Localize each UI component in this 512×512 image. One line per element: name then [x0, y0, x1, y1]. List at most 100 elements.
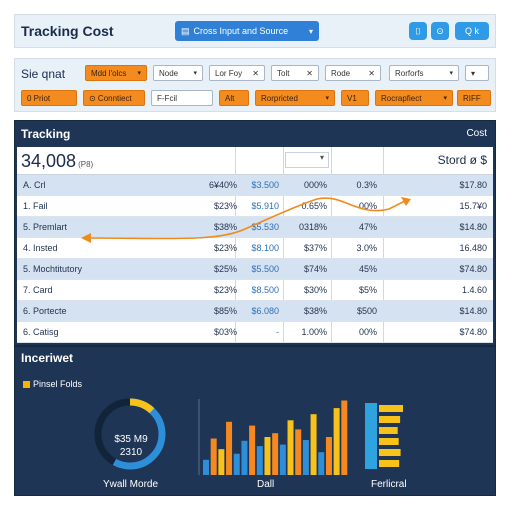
filter-chip-4[interactable]: Tolt ✕ [271, 65, 319, 81]
more-filters-button[interactable]: ▾ [465, 65, 489, 81]
row-value: 000% [303, 180, 327, 190]
row-name: 5. Premlart [23, 222, 68, 232]
field-input-value: F-Fcil [157, 93, 177, 103]
bar [233, 453, 240, 475]
v1-button[interactable]: V1 [341, 90, 369, 106]
table-row[interactable]: A. Crl 6¥40% $3.500 000% 0.3% $17.80 [17, 175, 493, 196]
row-value: $38% [213, 222, 237, 232]
filter-chip-3[interactable]: Lor Foy ✕ [209, 65, 265, 81]
search-button[interactable]: Q k [455, 22, 489, 40]
row-name: 6. Catisg [23, 327, 59, 337]
row-value: $74.80 [459, 264, 487, 274]
horizontal-bar-chart [365, 403, 403, 469]
trend-overlay [81, 197, 411, 243]
column-divider [383, 147, 384, 343]
bar [279, 444, 286, 475]
filter-chip-6[interactable]: Rorforfs ▾ [389, 65, 459, 81]
table-row[interactable]: 1. Fail $23% $5.910 0.65% 00% 15.7¥0 [17, 196, 493, 217]
horizontal-bar [379, 416, 401, 423]
file-icon: ▤ [181, 25, 190, 36]
connect-button[interactable]: ⊙ Conntiect [83, 90, 145, 106]
row-name: 6. Portecte [23, 306, 67, 316]
chevron-down-icon: ▾ [137, 70, 141, 77]
table-title: Tracking [21, 127, 71, 141]
bar [325, 437, 332, 475]
table-row[interactable]: 5. Mochtitutory $25% $5.500 $74% 45% $74.80 [17, 259, 493, 280]
chevron-down-icon: ▾ [449, 70, 453, 77]
chevron-down-icon: ▾ [443, 95, 447, 102]
bookmark-button[interactable]: ⌷ [409, 22, 427, 40]
bar [287, 420, 294, 475]
bar [302, 440, 309, 475]
refresh-button[interactable]: ⊙ [431, 22, 449, 40]
riff-button[interactable]: RIFF [457, 90, 491, 106]
row-value: $85% [213, 306, 237, 316]
row-value: 16.480 [459, 243, 487, 253]
page-title: Tracking Cost [21, 23, 114, 39]
project-select[interactable]: Rocrapfiect ▾ [375, 90, 453, 106]
legend-swatch [23, 380, 30, 388]
horizontal-bar [379, 405, 403, 412]
table-row[interactable]: 4. Insted $23% $8.100 $37% 3.0% 16.480 [17, 238, 493, 259]
row-value: $74.80 [459, 327, 487, 337]
alt-button-label: Alt [225, 93, 235, 103]
horizontal-bar [379, 427, 398, 434]
table-row[interactable]: 6. Portecte $85% $6.080 $38% $500 $14.80 [17, 301, 493, 322]
row-value: 45% [358, 264, 377, 274]
table-summary-row: 34,008 (P8) ▾ Stord ø $ [17, 147, 493, 175]
close-icon[interactable]: ✕ [252, 68, 259, 78]
field-input[interactable]: F-Fcil [151, 90, 213, 106]
filter-chip-5[interactable]: Rode ✕ [325, 65, 381, 81]
row-value: 0318% [298, 222, 327, 232]
horizontal-bar [379, 449, 401, 456]
close-icon[interactable]: ✕ [306, 68, 313, 78]
filter-chip-2[interactable]: Node ▾ [153, 65, 203, 81]
table-row[interactable]: 7. Card $23% $8.500 $30% $5% 1.4.60 [17, 280, 493, 301]
tracking-table-panel: Tracking Cost 34,008 (P8) ▾ Stord ø $ A. … [14, 120, 496, 346]
bar [264, 437, 271, 475]
trend-line [86, 197, 406, 240]
insight-dashboard: Inceriwet Pinsel Folds $35 M9 2310 Ywall… [14, 346, 496, 496]
row-value: $37% [303, 243, 327, 253]
row-value: $38% [303, 306, 327, 316]
row-value: - [276, 327, 279, 337]
chevron-down-icon: ▾ [471, 68, 476, 78]
bar [210, 438, 217, 475]
donut-caption: Ywall Morde [103, 479, 159, 490]
row-value: 1.4.60 [461, 285, 487, 295]
restricted-select[interactable]: Rorpricted ▾ [255, 90, 335, 106]
filter-panel: Sie qnat Mdd l'olcs ▾ Node ▾ Lor Foy ✕ Tolt… [14, 58, 496, 112]
bar-base [365, 403, 377, 469]
row-value: $3.500 [251, 180, 279, 190]
row-value: 3.0% [356, 243, 377, 253]
row-name: 7. Card [23, 285, 53, 295]
bookmark-icon: ⌷ [415, 25, 421, 36]
total-value: 34,008 (P8) [21, 151, 93, 172]
alt-button[interactable]: Alt [219, 90, 249, 106]
donut-chart [94, 398, 166, 470]
bar [226, 421, 233, 475]
row-name: 4. Insted [23, 243, 58, 253]
close-icon[interactable]: ✕ [368, 68, 375, 78]
row-value: $5.500 [251, 264, 279, 274]
row-name: 1. Fail [23, 201, 48, 211]
bar [318, 452, 325, 475]
donut-value-line1: $35 M9 [114, 434, 148, 445]
source-select[interactable]: ▤ Cross Input and Source ▾ [175, 21, 319, 41]
period-select[interactable]: ▾ [285, 152, 329, 168]
arrow-right-icon [401, 197, 411, 206]
bar-chart [198, 399, 348, 475]
column-divider [235, 147, 236, 343]
filter-chip-1[interactable]: Mdd l'olcs ▾ [85, 65, 147, 81]
bar [310, 414, 317, 475]
table-row[interactable]: 5. Premlart $38% $5.530 0318% 47% $14.80 [17, 217, 493, 238]
column-divider [283, 147, 284, 343]
row-value: 00% [358, 201, 377, 211]
row-value: 15.7¥0 [459, 201, 487, 211]
total-value-number: 34,008 [21, 151, 77, 171]
print-button[interactable]: 0 Priot [21, 90, 77, 106]
row-value: 0.65% [301, 201, 327, 211]
app-header: Tracking Cost ▤ Cross Input and Source ▾… [14, 14, 496, 48]
row-value: $74% [303, 264, 327, 274]
table-row[interactable]: 6. Catisg $03% - 1.00% 00% $74.80 [17, 322, 493, 343]
